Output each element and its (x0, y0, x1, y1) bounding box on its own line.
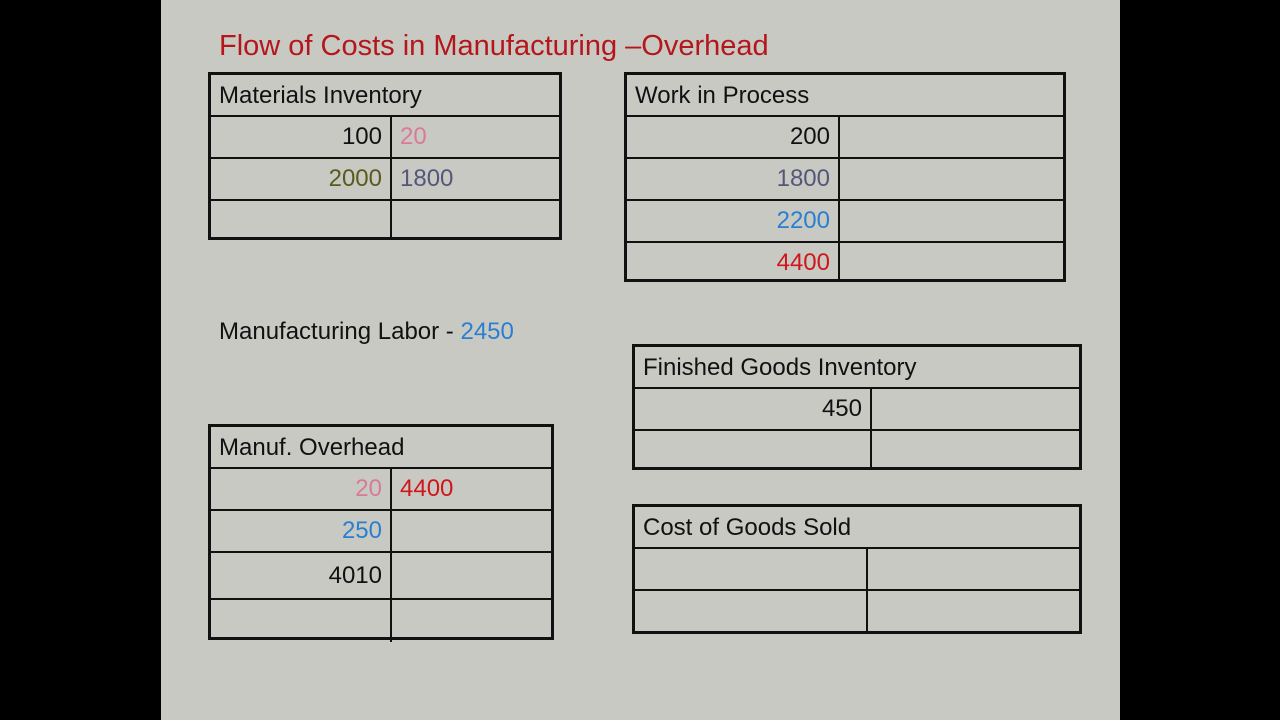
ledger-row (211, 201, 559, 240)
credit-cell (840, 201, 1063, 241)
credit-cell (392, 553, 551, 598)
account-title: Manuf. Overhead (211, 427, 551, 469)
debit-cell: 2000 (211, 159, 392, 199)
ledger-row: 1800 (627, 159, 1063, 201)
account-title: Finished Goods Inventory (635, 347, 1079, 389)
account-title: Cost of Goods Sold (635, 507, 1079, 549)
account-mi: Materials Inventory 100 20 2000 1800 (208, 72, 562, 240)
ledger-row: 2000 1800 (211, 159, 559, 201)
ledger-row: 100 20 (211, 117, 559, 159)
debit-cell: 1800 (627, 159, 840, 199)
account-mo: Manuf. Overhead 20 4400 250 4010 (208, 424, 554, 642)
debit-cell: 4010 (211, 553, 392, 598)
debit-cell: 4400 (627, 243, 840, 282)
ledger-row (211, 600, 551, 642)
debit-cell: 250 (211, 511, 392, 551)
ledger-row (635, 591, 1079, 633)
credit-cell (392, 511, 551, 551)
credit-cell (868, 591, 1079, 633)
debit-cell: 2200 (627, 201, 840, 241)
credit-cell: 1800 (400, 165, 454, 192)
debit-cell: 200 (627, 117, 840, 157)
debit-cell (635, 431, 872, 470)
account-title: Work in Process (627, 75, 1063, 117)
debit-cell: 20 (211, 469, 392, 509)
credit-cell: 20 (400, 123, 427, 150)
credit-cell (868, 549, 1079, 589)
account-title: Materials Inventory (211, 75, 559, 117)
credit-cell (840, 117, 1063, 157)
credit-cell (392, 600, 551, 642)
ledger-row: 4400 (627, 243, 1063, 282)
account-wip: Work in Process 200 1800 2200 4400 (624, 72, 1066, 282)
ledger-row: 250 (211, 511, 551, 553)
slide-title: Flow of Costs in Manufacturing –Overhead (219, 30, 769, 62)
credit-cell (840, 243, 1063, 282)
debit-cell (211, 201, 392, 240)
debit-cell: 100 (211, 117, 392, 157)
ledger-row: 20 4400 (211, 469, 551, 511)
credit-cell (840, 159, 1063, 199)
credit-cell (872, 431, 1079, 470)
credit-cell (872, 389, 1079, 429)
debit-cell (635, 591, 868, 633)
ledger-row: 2200 (627, 201, 1063, 243)
slide (161, 0, 1120, 720)
account-cogs: Cost of Goods Sold (632, 504, 1082, 634)
account-fg: Finished Goods Inventory 450 (632, 344, 1082, 470)
ledger-row (635, 549, 1079, 591)
labor-value: 2450 (460, 318, 514, 345)
ledger-row: 4010 (211, 553, 551, 600)
credit-cell: 4400 (400, 475, 454, 502)
ledger-row: 200 (627, 117, 1063, 159)
ledger-row: 450 (635, 389, 1079, 431)
ledger-row (635, 431, 1079, 470)
manufacturing-labor: Manufacturing Labor - 2450 (219, 318, 514, 346)
debit-cell: 450 (635, 389, 872, 429)
debit-cell (635, 549, 868, 589)
labor-label: Manufacturing Labor - (219, 318, 461, 345)
credit-cell (392, 201, 559, 240)
debit-cell (211, 600, 392, 642)
